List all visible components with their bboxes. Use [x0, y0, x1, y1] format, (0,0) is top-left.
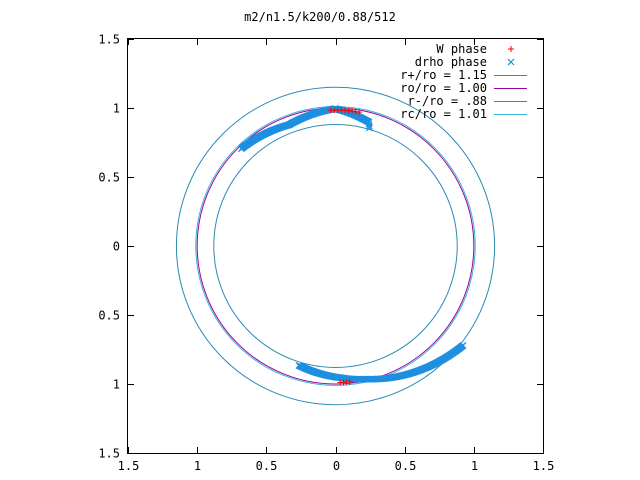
drho-phase-point — [365, 122, 373, 130]
y-tick-label: 1 — [113, 378, 120, 392]
legend-label: W phase — [436, 42, 487, 56]
x-tick-label: 1.5 — [533, 459, 555, 473]
axis-ticks — [128, 39, 544, 454]
x-tick-label: 0.5 — [256, 459, 278, 473]
drho-phase-point — [459, 341, 467, 349]
y-tick-label: 0.5 — [98, 171, 120, 185]
y-tick-label: 1 — [113, 102, 120, 116]
w-phase-point — [352, 108, 359, 115]
x-tick-label: 0 — [333, 459, 340, 473]
y-tick-label: 1.5 — [98, 447, 120, 461]
y-tick-label: 1.5 — [98, 33, 120, 47]
legend-label: r-/ro = .88 — [408, 94, 487, 108]
w-phase-point — [346, 378, 353, 385]
x-axis-tick-labels: 1.5 1 0.5 0 0.5 1 1.5 — [118, 459, 555, 473]
y-axis-tick-labels: 1.5 1 0.5 0 0.5 1 1.5 — [98, 33, 120, 461]
legend-label: drho phase — [415, 55, 487, 69]
legend-marker — [508, 46, 514, 52]
plot-frame — [127, 38, 544, 454]
y-tick-label: 0 — [113, 240, 120, 254]
plot-curves — [175, 86, 496, 406]
series-circle — [175, 86, 496, 406]
legend-label: r+/ro = 1.15 — [400, 68, 487, 82]
chart-title: m2/n1.5/k200/0.88/512 — [244, 10, 396, 24]
legend-label: ro/ro = 1.00 — [400, 81, 487, 95]
x-tick-label: 0.5 — [395, 459, 417, 473]
w-phase-point — [356, 109, 363, 116]
series-circle — [213, 124, 458, 368]
legend-label: rc/ro = 1.01 — [400, 107, 487, 121]
series-circle — [196, 107, 475, 385]
x-tick-label: 1 — [471, 459, 478, 473]
y-tick-label: 0.5 — [98, 309, 120, 323]
drho-phase-point — [366, 124, 373, 132]
plot-points — [237, 105, 467, 386]
legend-marker — [507, 58, 515, 66]
x-tick-label: 1.5 — [118, 459, 140, 473]
x-tick-label: 1 — [194, 459, 201, 473]
